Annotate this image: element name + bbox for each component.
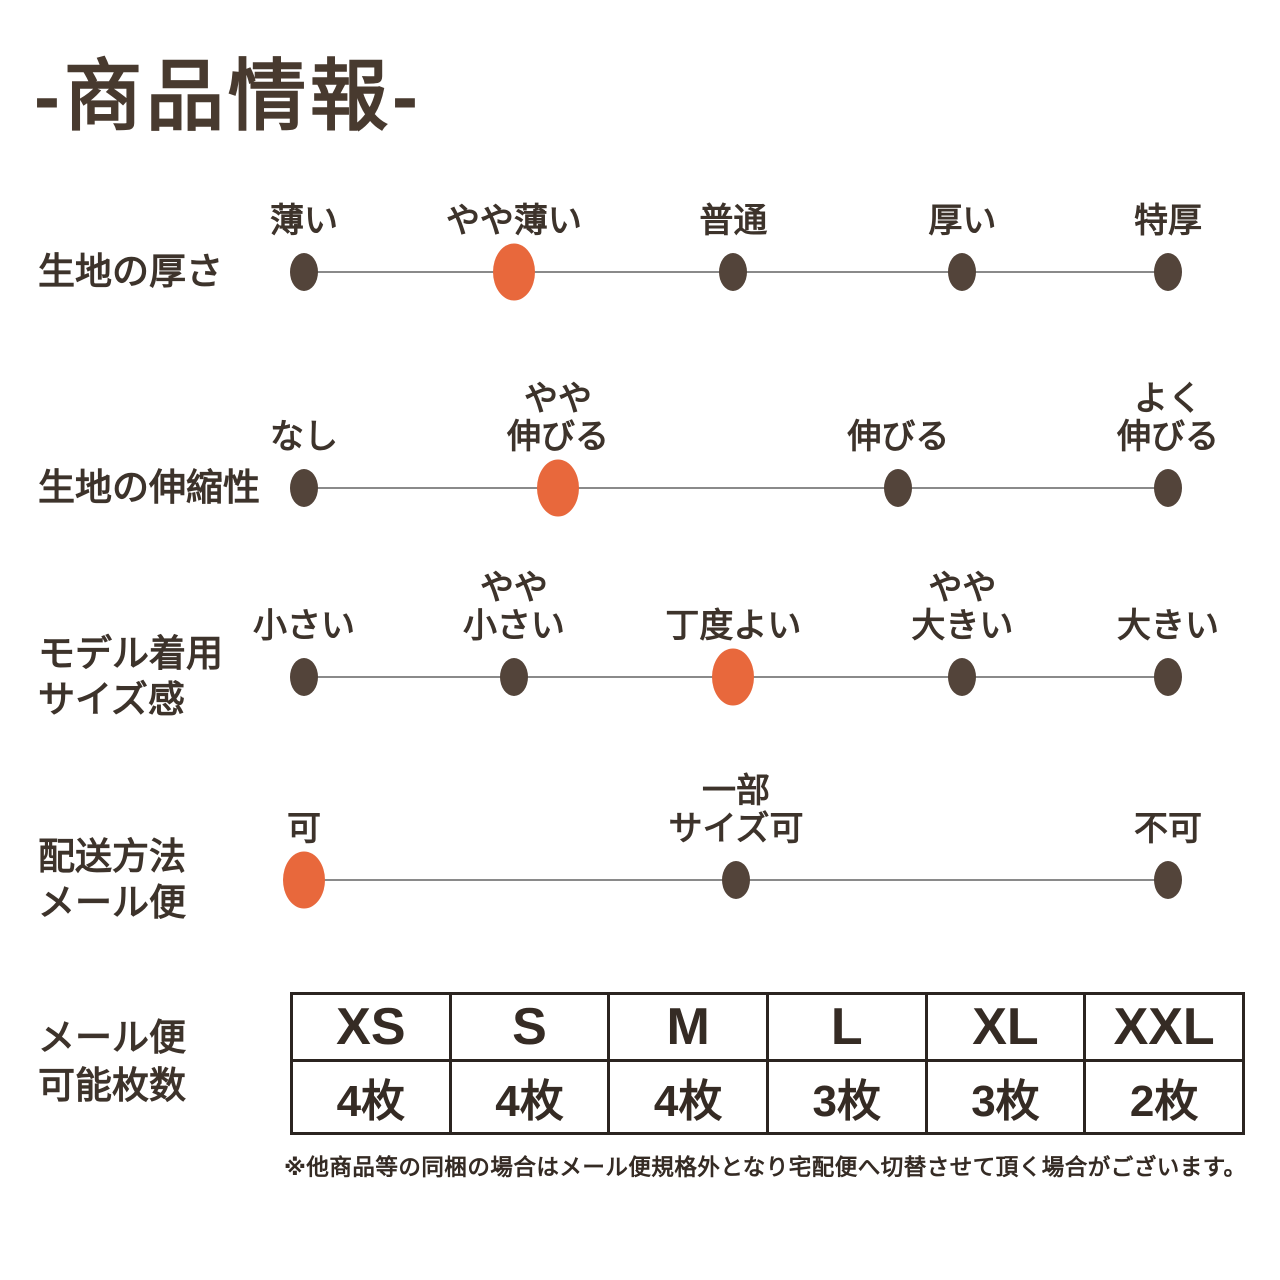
scale-point-label-line: 薄い <box>270 201 338 240</box>
scale-point-label: 可 <box>287 810 321 848</box>
capacity-value-cell: 3枚 <box>924 1059 1087 1135</box>
scale-point-label-line: 一部 <box>701 771 770 810</box>
page-title: -商品情報- <box>34 52 422 140</box>
scale-dot <box>1154 658 1182 696</box>
scale-point-label: 普通 <box>699 202 767 240</box>
scale-point-label-line: 小さい <box>253 606 355 645</box>
scale-point-label-line: 不可 <box>1134 809 1202 848</box>
scale-point-label-line: 大きい <box>911 606 1014 645</box>
scale-point-label: 不可 <box>1134 810 1202 848</box>
capacity-value-cell: 4枚 <box>607 1059 769 1135</box>
scale-point-label: 薄い <box>270 202 338 240</box>
scale-point-label-line: 普通 <box>699 201 768 240</box>
scale-point-label: 厚い <box>928 202 996 240</box>
scale-row-label: 生地の伸縮性 <box>38 465 260 511</box>
scale-point-label: やや 大きい <box>911 569 1013 645</box>
scale-point-label-line: やや <box>928 568 997 607</box>
scale-row-label-line: 配送方法 <box>38 835 186 877</box>
scale-point-label: 小さい <box>253 607 355 645</box>
scale-row-label-line: サイズ感 <box>38 679 185 720</box>
scale-dot-selected <box>712 648 755 706</box>
scale-point-label: よく 伸びる <box>1117 380 1219 456</box>
scale-dot <box>290 658 318 696</box>
scale-dot <box>290 469 318 507</box>
capacity-value-cell: 4枚 <box>290 1059 452 1135</box>
scale-row-label-line: メール便 <box>38 882 186 923</box>
scale-row-label: 生地の厚さ <box>38 249 223 295</box>
size-header-cell: L <box>765 992 928 1062</box>
scale-dot <box>722 861 750 899</box>
scale-point-label-line: なし <box>270 417 338 456</box>
scale-point-label-line: 小さい <box>462 606 565 645</box>
scale-dot <box>290 253 318 291</box>
scale-point-label: 特厚 <box>1134 202 1202 240</box>
scale-point-label: 丁度よい <box>665 607 801 645</box>
scale-point-label-line: 特厚 <box>1134 201 1202 240</box>
scale-point-label-line: 厚い <box>928 201 997 240</box>
scale-dot <box>499 658 528 696</box>
scale-point-label-line: 伸びる <box>507 417 610 456</box>
scale-point-label: なし <box>270 418 338 456</box>
scale-point-label: 伸びる <box>847 418 949 456</box>
capacity-value-cell: 3枚 <box>765 1059 928 1135</box>
scale-dot <box>1154 253 1182 291</box>
scale-point-label-line: サイズ可 <box>668 809 804 848</box>
scale-dot <box>884 469 913 507</box>
capacity-value-cell: 2枚 <box>1083 1059 1245 1135</box>
scale-row-label: 配送方法 メール便 <box>38 834 186 927</box>
mail-capacity-label: メール便 可能枚数 <box>38 1014 186 1110</box>
scale-point-label: やや薄い <box>446 202 582 240</box>
scale-dot <box>1154 861 1182 899</box>
scale-row-label-line: 生地の厚さ <box>38 250 223 292</box>
scale-row-label: モデル着用 サイズ感 <box>38 631 223 724</box>
scale-dot <box>719 253 748 291</box>
capacity-value-cell: 4枚 <box>448 1059 611 1135</box>
table-value-row: 4枚 4枚 4枚 3枚 3枚 2枚 <box>290 1059 1245 1135</box>
scale-point-label-line: 伸びる <box>847 417 950 456</box>
footnote-text: ※他商品等の同梱の場合はメール便規格外となり宅配便へ切替させて頂く場合がございま… <box>284 1155 1247 1180</box>
scale-point-label: やや 小さい <box>463 569 565 645</box>
scale-row-label-line: モデル着用 <box>38 632 223 674</box>
table-header-row: XS S M L XL XXL <box>290 992 1245 1062</box>
scale-point-label-line: 大きい <box>1117 606 1219 645</box>
size-header-cell: S <box>448 992 611 1062</box>
mail-capacity-label-line1: メール便 <box>38 1016 186 1058</box>
scale-dot <box>948 253 977 291</box>
mail-capacity-table: XS S M L XL XXL 4枚 4枚 4枚 3枚 3枚 2枚 <box>290 992 1245 1135</box>
scale-dot <box>1154 469 1182 507</box>
scale-dot-selected <box>537 459 580 517</box>
scale-dot-selected <box>283 851 325 909</box>
scale-point-label-line: 丁度よい <box>665 606 802 645</box>
scale-point-label-line: 可 <box>287 809 321 848</box>
size-header-cell: XS <box>290 992 452 1062</box>
scale-row-label-line: 生地の伸縮性 <box>38 466 260 508</box>
scale-point-label: 一部 サイズ可 <box>669 772 804 848</box>
mail-capacity-label-line2: 可能枚数 <box>38 1065 186 1106</box>
size-header-cell: XL <box>924 992 1087 1062</box>
scale-dot-selected <box>492 243 535 301</box>
scale-point-label-line: やや <box>479 568 548 607</box>
scale-point-label-line: よく <box>1134 379 1202 418</box>
scale-point-label-line: やや薄い <box>445 201 582 240</box>
scale-axis-line <box>304 487 1168 489</box>
size-header-cell: XXL <box>1083 992 1245 1062</box>
scale-dot <box>948 658 977 696</box>
scale-point-label-line: 伸びる <box>1117 417 1219 456</box>
scale-point-label: 大きい <box>1117 607 1219 645</box>
size-header-cell: M <box>607 992 769 1062</box>
scale-point-label: やや 伸びる <box>507 380 609 456</box>
scale-point-label-line: やや <box>524 379 593 418</box>
